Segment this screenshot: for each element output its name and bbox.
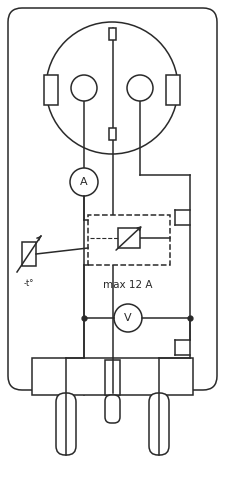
- FancyBboxPatch shape: [149, 393, 169, 455]
- Circle shape: [70, 168, 98, 196]
- Circle shape: [71, 75, 97, 101]
- Bar: [22, 242, 36, 266]
- FancyBboxPatch shape: [56, 393, 76, 455]
- Text: A: A: [80, 177, 88, 187]
- Text: V: V: [124, 313, 132, 323]
- Circle shape: [114, 304, 142, 332]
- Text: -t°: -t°: [24, 279, 34, 288]
- FancyBboxPatch shape: [8, 8, 217, 390]
- Bar: [88, 215, 170, 265]
- Bar: [44, 75, 58, 105]
- Bar: [105, 360, 120, 395]
- Circle shape: [127, 75, 153, 101]
- FancyBboxPatch shape: [105, 395, 120, 423]
- Bar: [166, 75, 180, 105]
- Bar: [109, 128, 116, 140]
- Bar: [109, 28, 116, 40]
- Bar: [118, 228, 140, 248]
- Text: max 12 A: max 12 A: [103, 280, 153, 290]
- Circle shape: [46, 22, 178, 154]
- Bar: [32, 358, 193, 395]
